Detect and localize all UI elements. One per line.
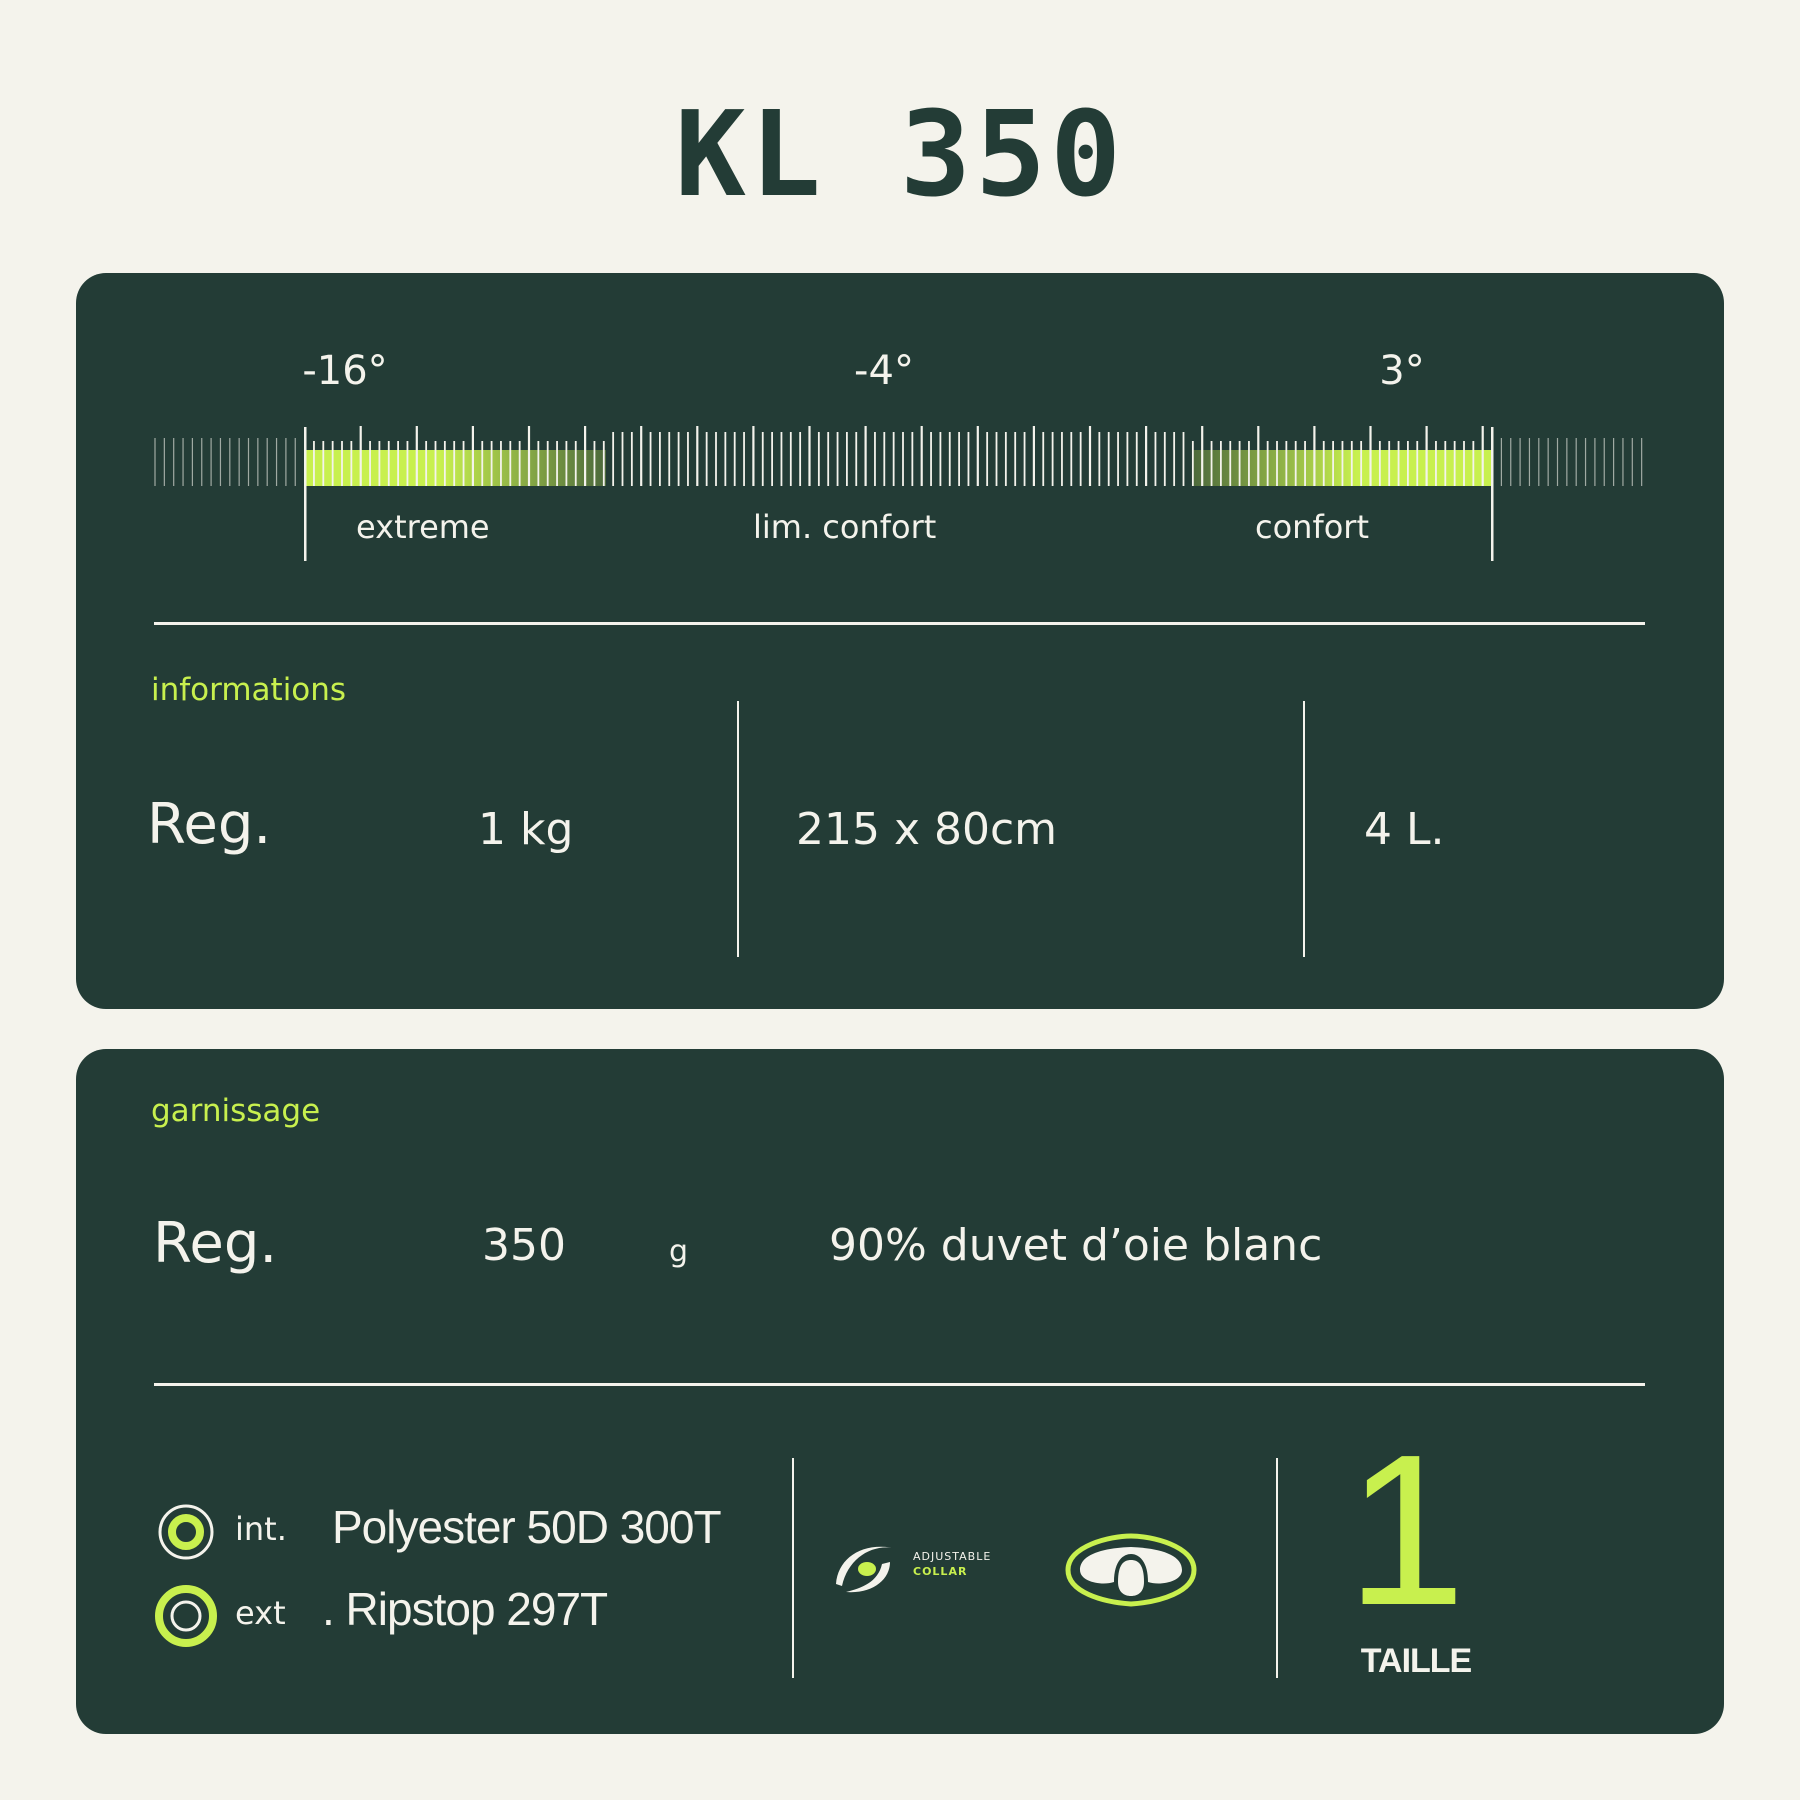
informations-heading: informations	[151, 672, 347, 708]
inner-material: Polyester 50D 300T	[332, 1501, 722, 1553]
size-number: 1	[1346, 1409, 1466, 1650]
collar-text-line2: COLLAR	[913, 1565, 968, 1578]
collar-text-line1: ADJUSTABLE	[913, 1550, 992, 1563]
temp-comfort: 3°	[1379, 348, 1425, 394]
zone-comfort-label: confort	[1255, 508, 1369, 546]
outer-label: ext	[235, 1594, 286, 1632]
divider	[1303, 701, 1305, 957]
temperature-ruler	[154, 426, 1643, 561]
zone-limit-comfort-label: lim. confort	[753, 508, 937, 546]
temp-extreme: -16°	[302, 348, 388, 394]
info-volume: 4 L.	[1364, 804, 1445, 855]
temp-limit-comfort: -4°	[854, 348, 914, 394]
adjustable-collar-icon	[836, 1546, 894, 1593]
ruler-ticks	[154, 426, 1643, 486]
inner-label: int.	[235, 1510, 287, 1548]
range-start-line	[304, 427, 307, 561]
outer-material: . Ripstop 297T	[322, 1583, 608, 1635]
outer-fabric-icon	[155, 1585, 217, 1647]
garnissage-heading: garnissage	[151, 1093, 321, 1129]
inner-fabric-icon	[158, 1504, 214, 1560]
size-label: TAILLE	[1360, 1642, 1472, 1680]
info-model: Reg.	[147, 792, 272, 857]
fill-weight: 350	[482, 1220, 566, 1271]
fill-model: Reg.	[153, 1211, 278, 1276]
zone-extreme-label: extreme	[356, 508, 490, 546]
fill-weight-unit: g	[669, 1234, 689, 1269]
divider	[1276, 1458, 1278, 1678]
info-dimensions: 215 x 80cm	[796, 804, 1058, 855]
product-title: KL 350	[674, 85, 1126, 223]
fill-materials-card	[76, 1049, 1724, 1734]
temperature-info-card	[76, 273, 1724, 1009]
divider	[154, 622, 1645, 625]
extreme-range-bar	[305, 450, 606, 486]
info-weight: 1 kg	[478, 804, 574, 855]
neck-collar-icon	[1065, 1533, 1197, 1607]
divider	[154, 1383, 1645, 1386]
fill-material: 90% duvet d’oie blanc	[829, 1220, 1323, 1271]
divider	[792, 1458, 794, 1678]
range-end-line	[1491, 427, 1494, 561]
divider	[737, 701, 739, 957]
